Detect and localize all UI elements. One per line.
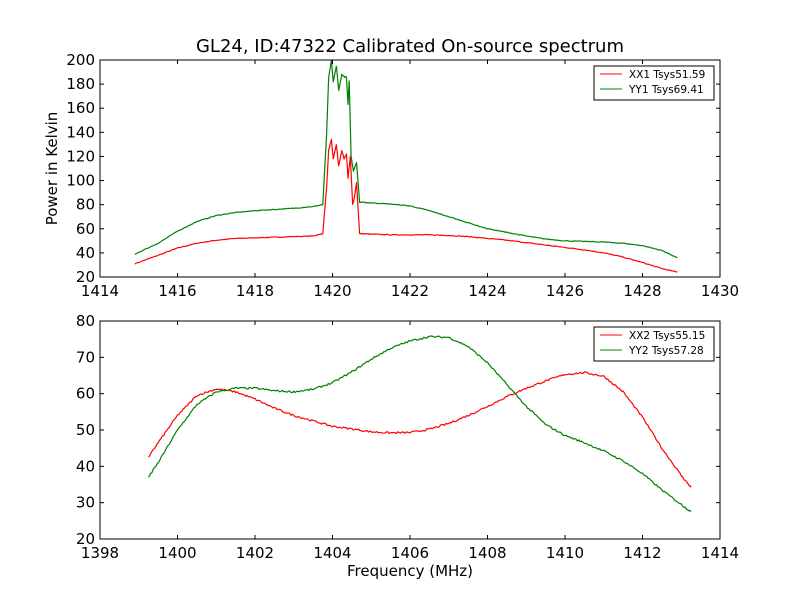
top-x-tick-label: 1414 bbox=[81, 282, 119, 300]
bottom-x-tick-label: 1414 bbox=[701, 544, 739, 562]
top-y-tick-label: 40 bbox=[76, 244, 95, 262]
top-plot-series bbox=[134, 59, 678, 273]
bottom-legend-label-yy2: YY2 Tsys57.28 bbox=[628, 345, 704, 357]
bottom-plot-frame-outline bbox=[99, 320, 721, 540]
bottom-y-tick-label: 30 bbox=[76, 494, 95, 512]
top-legend-box bbox=[593, 65, 715, 101]
bottom-y-tick-label: 70 bbox=[76, 348, 95, 366]
bottom-x-tick-label: 1410 bbox=[546, 544, 584, 562]
bottom-y-tick-label: 40 bbox=[76, 457, 95, 475]
top-series-line-xx1 bbox=[134, 138, 678, 273]
top-y-tick-label: 160 bbox=[66, 99, 95, 117]
bottom-series-line-yy2 bbox=[147, 335, 692, 513]
top-x-tick-label: 1422 bbox=[391, 282, 429, 300]
bottom-plot-series bbox=[147, 335, 692, 513]
top-x-tick-label: 1428 bbox=[623, 282, 661, 300]
top-y-tick-label: 60 bbox=[76, 220, 95, 238]
top-x-tick-label: 1424 bbox=[468, 282, 506, 300]
bottom-y-tick-label: 60 bbox=[76, 385, 95, 403]
top-legend-label-xx1: XX1 Tsys51.59 bbox=[629, 69, 705, 81]
bottom-legend-label-xx2: XX2 Tsys55.15 bbox=[629, 330, 705, 342]
top-plot-title: GL24, ID:47322 Calibrated On-source spec… bbox=[196, 36, 624, 57]
bottom-y-tick-label: 80 bbox=[76, 312, 95, 330]
bottom-x-tick-label: 1404 bbox=[313, 544, 351, 562]
bottom-x-tick-label: 1412 bbox=[623, 544, 661, 562]
bottom-x-tick-label: 1398 bbox=[81, 544, 119, 562]
bottom-y-tick-label: 20 bbox=[76, 530, 95, 548]
top-y-tick-label: 140 bbox=[66, 123, 95, 141]
bottom-plot-legend: XX2 Tsys55.15 YY2 Tsys57.28 bbox=[593, 326, 715, 362]
bottom-x-tick-label: 1402 bbox=[236, 544, 274, 562]
bottom-x-tick-label: 1406 bbox=[391, 544, 429, 562]
bottom-y-tick-label: 50 bbox=[76, 421, 95, 439]
bottom-plot: Frequency (MHz) 1398 1400 1402 1404 1406 1408… bbox=[76, 312, 739, 580]
bottom-plot-ticks: 1398 1400 1402 1404 1406 1408 1410 1412 1414 20 30… bbox=[76, 312, 739, 562]
top-series-line-yy1 bbox=[134, 59, 678, 259]
top-plot-y-axis-label: Power in Kelvin bbox=[43, 112, 61, 226]
top-x-tick-label: 1426 bbox=[546, 282, 584, 300]
top-plot-ticks: 1414 1416 1418 1420 1422 1424 1426 1428 1430 20 40… bbox=[66, 51, 739, 300]
bottom-legend-box bbox=[593, 326, 715, 362]
bottom-x-tick-label: 1408 bbox=[468, 544, 506, 562]
top-y-tick-label: 80 bbox=[76, 196, 95, 214]
bottom-series-line-xx2 bbox=[148, 371, 692, 488]
top-x-tick-label: 1416 bbox=[158, 282, 196, 300]
bottom-plot-x-axis-label: Frequency (MHz) bbox=[347, 562, 473, 580]
top-plot: GL24, ID:47322 Calibrated On-source spec… bbox=[43, 36, 739, 300]
top-plot-frame-outline bbox=[99, 59, 721, 278]
top-legend-label-yy1: YY1 Tsys69.41 bbox=[628, 84, 704, 96]
bottom-x-tick-label: 1400 bbox=[158, 544, 196, 562]
top-y-tick-label: 200 bbox=[66, 51, 95, 69]
top-x-tick-label: 1430 bbox=[701, 282, 739, 300]
top-y-tick-label: 120 bbox=[66, 147, 95, 165]
top-x-tick-label: 1420 bbox=[313, 282, 351, 300]
top-plot-legend: XX1 Tsys51.59 YY1 Tsys69.41 bbox=[593, 65, 715, 101]
top-y-tick-label: 100 bbox=[66, 172, 95, 190]
top-y-tick-label: 180 bbox=[66, 75, 95, 93]
top-y-tick-label: 20 bbox=[76, 268, 95, 286]
top-x-tick-label: 1418 bbox=[236, 282, 274, 300]
